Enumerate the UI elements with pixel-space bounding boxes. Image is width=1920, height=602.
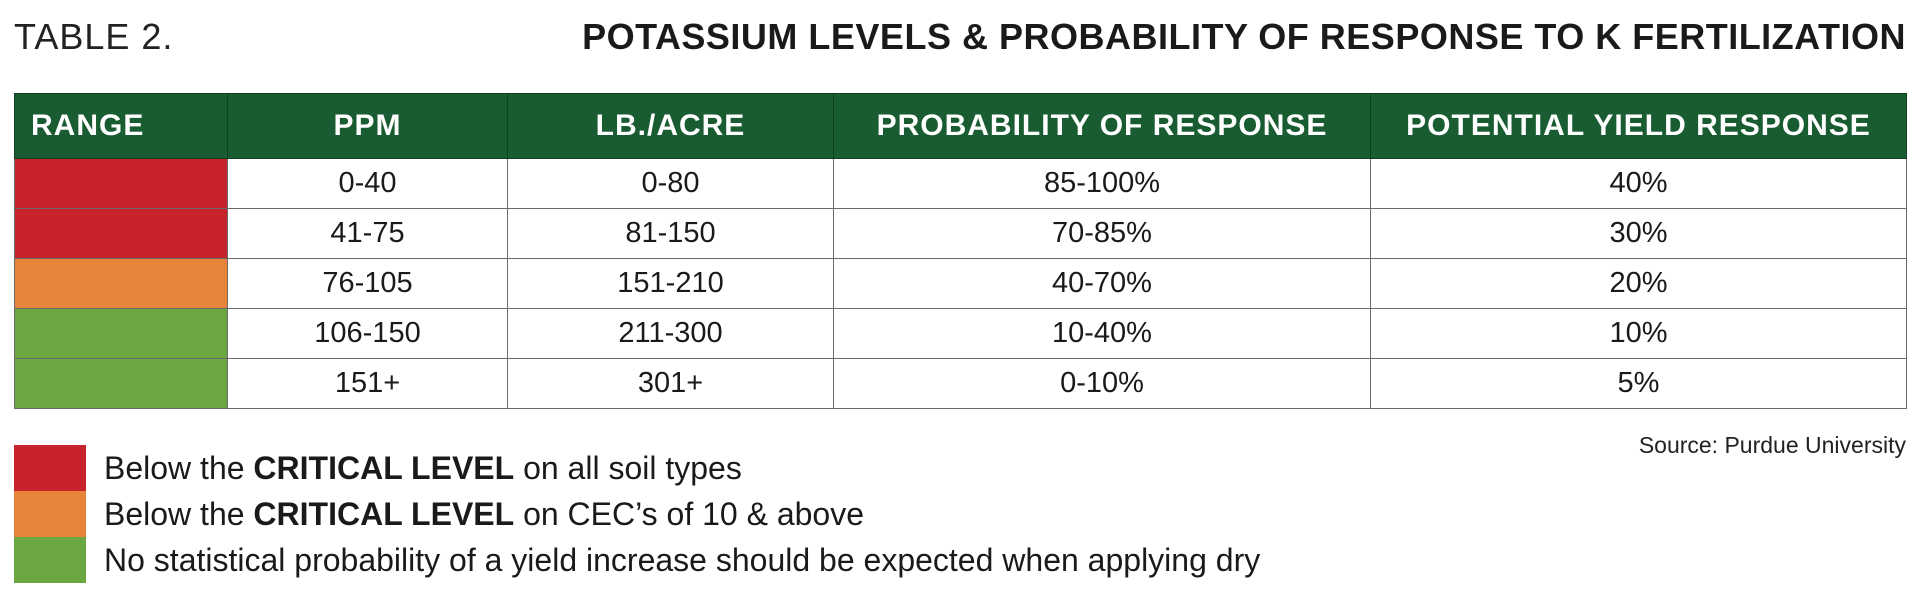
range-swatch — [14, 158, 228, 209]
column-header-range: RANGE — [14, 93, 228, 159]
column-header-yield: POTENTIAL YIELD RESPONSE — [1370, 93, 1907, 159]
legend-text-bold: CRITICAL LEVEL — [253, 495, 515, 532]
yield-cell: 5% — [1370, 358, 1907, 409]
table-row: 76-105 151-210 40-70% 20% — [14, 258, 1907, 309]
lb-acre-cell: 0-80 — [507, 158, 834, 209]
column-header-probability: PROBABILITY OF RESPONSE — [833, 93, 1371, 159]
legend-swatch — [14, 491, 86, 537]
legend-text: No statistical probability of a yield in… — [104, 542, 1260, 579]
potassium-table: RANGE PPM LB./ACRE PROBABILITY OF RESPON… — [14, 93, 1907, 409]
yield-cell: 30% — [1370, 208, 1907, 259]
column-header-lb-acre: LB./ACRE — [507, 93, 834, 159]
table-body: 0-40 0-80 85-100% 40% 41-75 81-150 70-85% 30% 76… — [14, 158, 1907, 409]
legend-item: Below the CRITICAL LEVEL on CEC’s of 10 … — [14, 491, 1260, 537]
yield-cell: 10% — [1370, 308, 1907, 359]
legend-text-prefix: Below the — [104, 495, 254, 532]
legend-text-suffix: on all soil types — [514, 449, 742, 486]
legend-swatch — [14, 537, 86, 583]
table-title: POTASSIUM LEVELS & PROBABILITY OF RESPON… — [582, 16, 1906, 57]
ppm-cell: 106-150 — [227, 308, 508, 359]
probability-cell: 40-70% — [833, 258, 1371, 309]
table-row: 151+ 301+ 0-10% 5% — [14, 358, 1907, 409]
legend-text-suffix: on CEC’s of 10 & above — [514, 495, 865, 532]
lb-acre-cell: 211-300 — [507, 308, 834, 359]
yield-cell: 20% — [1370, 258, 1907, 309]
source-note: Source: Purdue University — [1638, 432, 1906, 458]
legend-text-bold: CRITICAL LEVEL — [253, 449, 515, 486]
table-label: TABLE 2. — [14, 16, 174, 57]
table-row: 41-75 81-150 70-85% 30% — [14, 208, 1907, 259]
range-swatch — [14, 258, 228, 309]
probability-cell: 0-10% — [833, 358, 1371, 409]
legend-text-prefix: No statistical probability of a yield in… — [104, 541, 1261, 578]
legend: Below the CRITICAL LEVEL on all soil typ… — [14, 445, 1260, 583]
lb-acre-cell: 81-150 — [507, 208, 834, 259]
lb-acre-cell: 151-210 — [507, 258, 834, 309]
range-swatch — [14, 308, 228, 359]
lb-acre-cell: 301+ — [507, 358, 834, 409]
legend-item: No statistical probability of a yield in… — [14, 537, 1260, 583]
yield-cell: 40% — [1370, 158, 1907, 209]
ppm-cell: 0-40 — [227, 158, 508, 209]
range-swatch — [14, 208, 228, 259]
range-swatch — [14, 358, 228, 409]
legend-text-prefix: Below the — [104, 449, 254, 486]
table-row: 0-40 0-80 85-100% 40% — [14, 158, 1907, 209]
table-header-row: RANGE PPM LB./ACRE PROBABILITY OF RESPON… — [14, 93, 1907, 159]
ppm-cell: 41-75 — [227, 208, 508, 259]
legend-item: Below the CRITICAL LEVEL on all soil typ… — [14, 445, 1260, 491]
probability-cell: 10-40% — [833, 308, 1371, 359]
ppm-cell: 151+ — [227, 358, 508, 409]
legend-text: Below the CRITICAL LEVEL on CEC’s of 10 … — [104, 496, 864, 533]
legend-text: Below the CRITICAL LEVEL on all soil typ… — [104, 450, 742, 487]
column-header-ppm: PPM — [227, 93, 508, 159]
table-row: 106-150 211-300 10-40% 10% — [14, 308, 1907, 359]
ppm-cell: 76-105 — [227, 258, 508, 309]
probability-cell: 85-100% — [833, 158, 1371, 209]
legend-swatch — [14, 445, 86, 491]
probability-cell: 70-85% — [833, 208, 1371, 259]
